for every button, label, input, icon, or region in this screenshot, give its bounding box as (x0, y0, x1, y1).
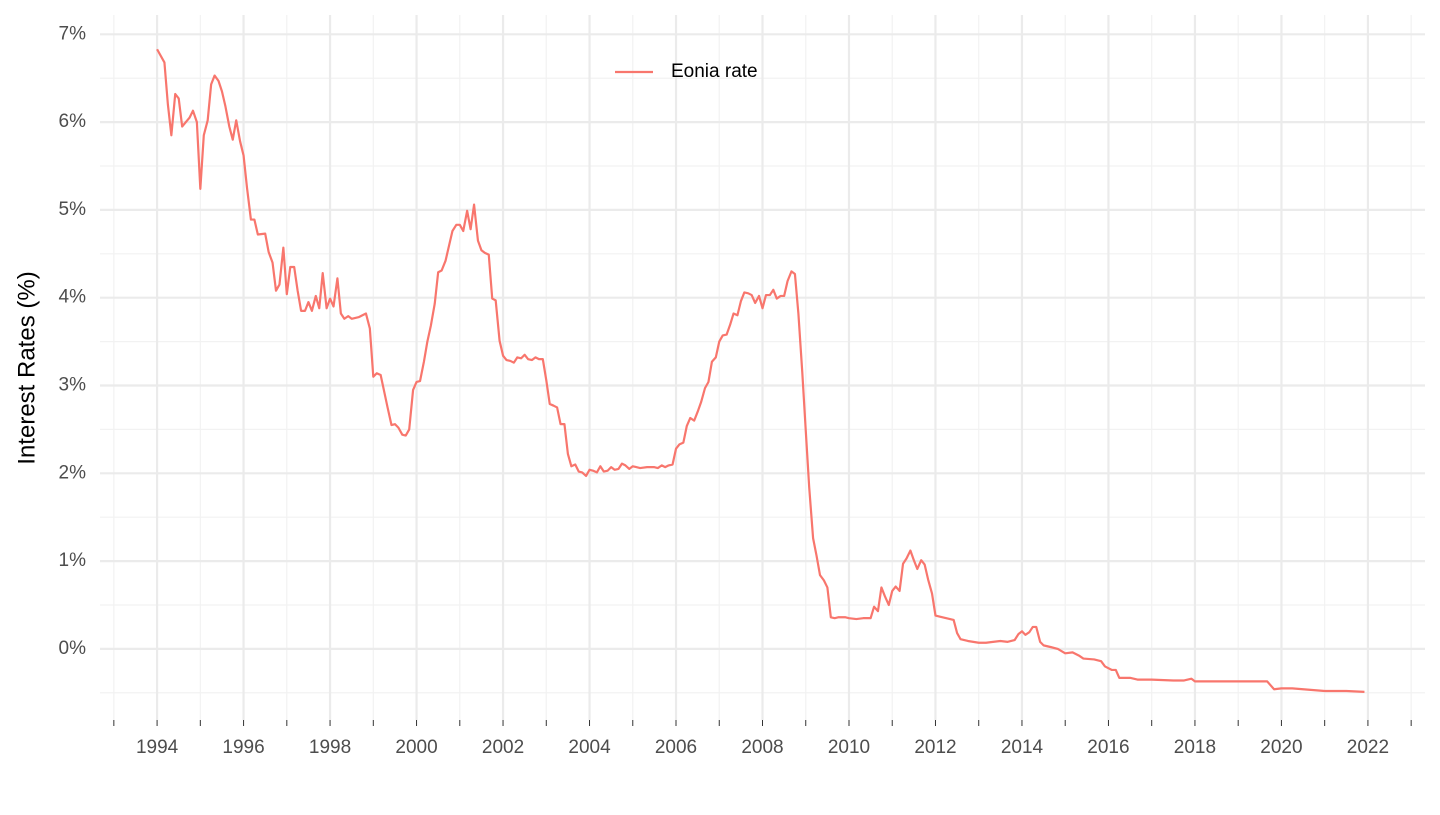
x-tick-label: 2014 (1001, 737, 1044, 758)
x-tick-label: 2018 (1174, 737, 1216, 758)
x-tick-label: 2020 (1260, 737, 1302, 758)
x-tick-label: 2016 (1087, 737, 1129, 758)
y-tick-label: 2% (59, 462, 87, 483)
legend-label: Eonia rate (671, 61, 758, 82)
data-line (156, 48, 1365, 694)
x-tick-label: 2004 (568, 737, 611, 758)
x-tick-label: 2006 (655, 737, 697, 758)
y-tick-label: 0% (59, 638, 87, 659)
y-tick-label: 1% (59, 550, 87, 571)
y-tick-label: 3% (59, 375, 87, 396)
y-tick-label: 7% (59, 23, 87, 44)
y-axis-label: Interest Rates (%) (13, 271, 40, 464)
x-tick-label: 1994 (136, 737, 179, 758)
x-tick-label: 2002 (482, 737, 524, 758)
y-tick-label: 5% (59, 199, 87, 220)
x-tick-label: 1996 (222, 737, 264, 758)
y-tick-label: 4% (59, 287, 87, 308)
x-tick-label: 1998 (309, 737, 351, 758)
x-tick-label: 2022 (1347, 737, 1389, 758)
x-tick-label: 2012 (914, 737, 956, 758)
x-tick-label: 2008 (741, 737, 783, 758)
x-tick-label: 2010 (828, 737, 870, 758)
x-tick-label: 2000 (395, 737, 437, 758)
y-tick-label: 6% (59, 111, 87, 132)
